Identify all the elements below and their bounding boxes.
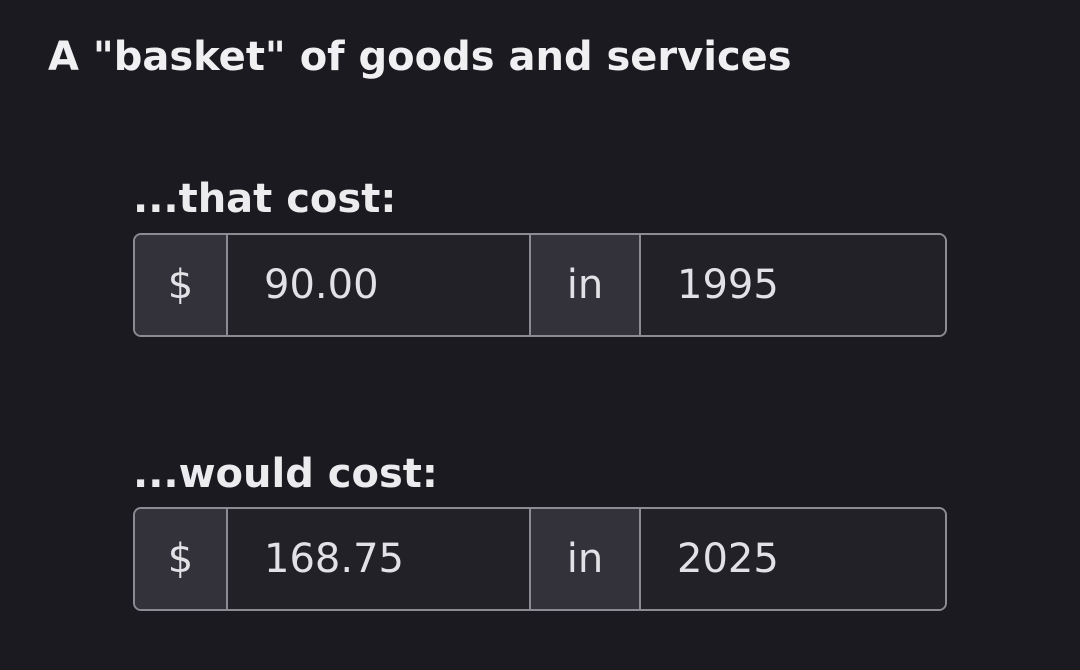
year-input[interactable]: 1995: [641, 235, 945, 335]
connector-addon: in: [531, 235, 641, 335]
input-group: $ 168.75 in 2025: [133, 507, 947, 611]
amount-input[interactable]: 168.75: [228, 509, 531, 609]
input-group: $ 90.00 in 1995: [133, 233, 947, 337]
currency-addon: $: [135, 235, 228, 335]
amount-input[interactable]: 90.00: [228, 235, 531, 335]
currency-addon: $: [135, 509, 228, 609]
year-input[interactable]: 2025: [641, 509, 945, 609]
row-label: ...would cost:: [133, 451, 438, 497]
connector-addon: in: [531, 509, 641, 609]
heading: A "basket" of goods and services: [48, 34, 792, 80]
row-label: ...that cost:: [133, 176, 397, 222]
